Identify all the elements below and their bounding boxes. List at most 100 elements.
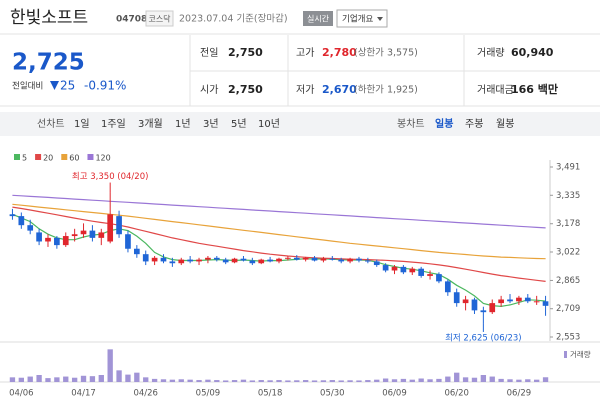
volume-bar [196, 380, 202, 382]
low-annotation: 최저 2,625 (06/23) [445, 332, 522, 343]
stat-value: 2,750 [228, 83, 263, 96]
y-tick-label: 3,178 [556, 219, 580, 229]
candle-body [213, 257, 220, 260]
candle-body [320, 258, 327, 261]
candle-tab[interactable]: 일봉 [435, 117, 453, 130]
period-tab[interactable]: 1년 [175, 118, 191, 130]
volume-bar [427, 379, 433, 382]
candle-body [498, 299, 504, 304]
candle-body [302, 257, 309, 260]
stat-label: 전일 [200, 47, 218, 59]
volume-bar [285, 380, 291, 382]
ma-line [12, 206, 546, 282]
candle-body [54, 237, 60, 246]
volume-bar [454, 372, 460, 382]
period-tab[interactable]: 5년 [231, 118, 247, 130]
volume-bar [391, 379, 398, 382]
change-rate: -0.91% [84, 79, 126, 93]
date: 2023.07.04 기준(장마감) [179, 13, 288, 25]
y-tick-label: 3,022 [556, 248, 580, 258]
volume-bar [231, 380, 238, 382]
realtime-badge [303, 11, 333, 26]
period-tab[interactable]: 1주일 [101, 118, 126, 130]
candle-body [516, 297, 522, 302]
candle-body [293, 257, 300, 260]
period-tab[interactable]: 3년 [203, 118, 219, 130]
y-tick-label: 3,335 [556, 191, 580, 201]
volume-bar [418, 378, 424, 382]
volume-bar [311, 380, 318, 382]
volume-bar [445, 376, 451, 382]
candle-body [258, 259, 265, 264]
volume-bar [436, 378, 442, 382]
volume-bar [365, 380, 371, 382]
volume-bar [36, 375, 42, 382]
candle-body [45, 237, 51, 242]
stat-value: 2,780 [322, 46, 357, 59]
chart: 5 20 60 120 2,553 2,709 2,865 3,022 3,178 3,335 3,… [0, 154, 600, 399]
legend-label: 5 [22, 154, 27, 163]
tab-bar [0, 112, 600, 136]
x-tick-label: 04/17 [71, 389, 96, 399]
legend-label: 60 [69, 154, 79, 163]
change: 25 [60, 79, 75, 93]
volume-bar [258, 380, 264, 382]
candle-body [187, 259, 193, 262]
volume-bar [71, 377, 78, 382]
button-frame[interactable] [336, 9, 388, 28]
candle-body [347, 258, 353, 262]
volume-bar [98, 375, 104, 382]
volume-label: 거래량 [570, 350, 591, 359]
period-tab[interactable]: 3개월 [138, 118, 163, 130]
stat-note: (상한가 3,575) [354, 48, 418, 59]
candle-body [205, 257, 211, 260]
candle-tab[interactable]: 월봉 [496, 118, 514, 130]
candle-body [329, 258, 336, 260]
stat-label: 시가 [200, 84, 218, 96]
volume-bar [338, 380, 344, 382]
candle-body [267, 259, 273, 262]
stat-value: 2,670 [322, 83, 357, 96]
company-button[interactable]: 기업개요 [336, 9, 388, 28]
candle-body [249, 260, 256, 264]
candle-body [409, 268, 416, 273]
dropdown-icon[interactable] [377, 17, 383, 21]
volume-bar [240, 379, 247, 382]
candle-body [480, 310, 487, 313]
candle-body [142, 254, 149, 262]
candle-body [533, 301, 540, 303]
x-tick-label: 04/06 [9, 389, 34, 399]
stats: 전일 2,750 고가 2,780(상한가 3,575) 거래량 60,940 시가 2,75… [200, 46, 558, 96]
legend-label: 20 [43, 154, 53, 163]
period-tab[interactable]: 1일 [74, 118, 90, 130]
candle-body [89, 230, 96, 238]
x-tick-label: 06/20 [444, 389, 469, 399]
candle-body [71, 234, 78, 237]
volume-bar [356, 380, 362, 382]
volume-bar [9, 377, 16, 382]
volume-bar [125, 374, 131, 382]
candle-tab[interactable]: 주봉 [465, 118, 483, 130]
volume-bar [462, 377, 469, 382]
candle-body [418, 268, 425, 276]
candle-body [151, 257, 158, 262]
volume-bar [542, 377, 549, 382]
candle-body [276, 258, 282, 262]
button-label[interactable]: 기업개요 [342, 14, 373, 25]
volume-bar [214, 380, 220, 382]
candle-body [471, 299, 478, 311]
volume-bar [267, 380, 273, 382]
y-tick-label: 2,553 [556, 333, 580, 343]
market-badge [145, 10, 174, 27]
volume-legend-swatch [564, 351, 567, 358]
candle-body [382, 265, 389, 271]
volume-bar [45, 378, 51, 382]
candle-body [27, 225, 34, 231]
period-tab[interactable]: 10년 [258, 118, 280, 130]
volume-bar [409, 379, 415, 382]
volume-bar [107, 349, 113, 382]
candle-body [356, 258, 362, 261]
x-tick-label: 05/30 [320, 389, 345, 399]
volume-bar [329, 380, 335, 382]
volume-bar [80, 375, 87, 382]
